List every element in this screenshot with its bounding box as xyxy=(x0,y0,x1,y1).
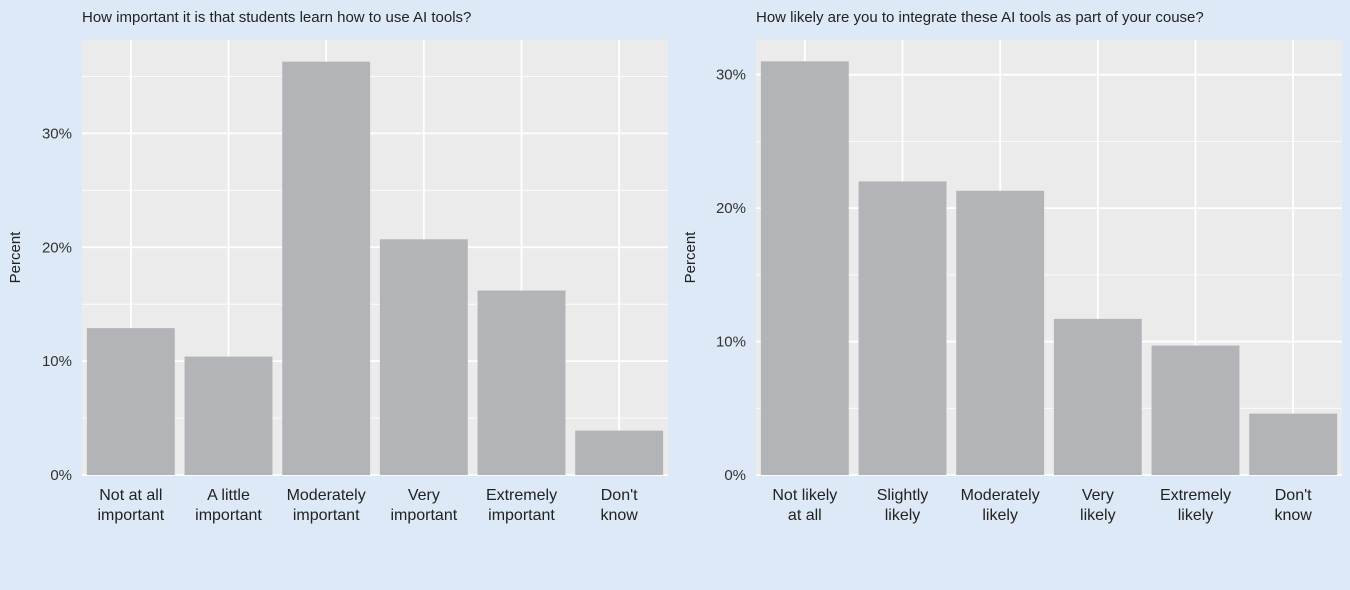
x-tick-label: Slightly likely xyxy=(877,487,929,524)
y-axis-title: Percent xyxy=(682,231,699,284)
y-tick-label: 20% xyxy=(716,200,746,217)
y-tick-label: 30% xyxy=(716,67,746,84)
x-tick-label: Not likely at all xyxy=(772,487,837,524)
bar xyxy=(1053,318,1142,475)
chart-left: 0% 10% 20% 30% Not at all important A little im… xyxy=(7,40,668,524)
plot-panel xyxy=(756,40,1342,475)
y-axis-title: Percent xyxy=(7,231,24,284)
x-tick-label: Don't know xyxy=(1274,487,1312,524)
x-tick-label: Extremely important xyxy=(486,487,557,524)
y-tick-label: 20% xyxy=(42,239,72,256)
plot-panel xyxy=(82,40,668,475)
bar xyxy=(858,181,947,475)
x-tick-label: Not at all important xyxy=(97,487,164,524)
bar xyxy=(184,356,273,475)
bar xyxy=(956,190,1045,475)
chart-title-right: How likely are you to integrate these AI… xyxy=(756,9,1204,26)
x-tick-label: A little important xyxy=(195,487,262,524)
x-tick-label: Extremely likely xyxy=(1160,487,1231,524)
y-tick-label: 0% xyxy=(50,467,72,484)
bar xyxy=(282,61,371,475)
y-tick-label: 30% xyxy=(42,125,72,142)
bar xyxy=(575,430,664,475)
x-tick-label: Moderately likely xyxy=(961,487,1040,524)
y-tick-label: 10% xyxy=(716,334,746,351)
y-tick-label: 0% xyxy=(724,467,746,484)
y-tick-label: 10% xyxy=(42,353,72,370)
x-tick-label: Moderately important xyxy=(287,487,366,524)
bar xyxy=(1249,413,1338,475)
bar xyxy=(379,239,468,475)
x-tick-label: Very likely xyxy=(1080,487,1116,524)
bar xyxy=(477,290,566,475)
bar xyxy=(760,61,849,475)
bar xyxy=(86,328,175,475)
chart-title-left: How important it is that students learn … xyxy=(82,9,472,26)
chart-right: 0% 10% 20% 30% Not likely at all Slightly likel… xyxy=(682,40,1342,524)
x-tick-label: Don't know xyxy=(600,487,638,524)
bar xyxy=(1151,345,1240,475)
x-tick-label: Very important xyxy=(390,487,457,524)
